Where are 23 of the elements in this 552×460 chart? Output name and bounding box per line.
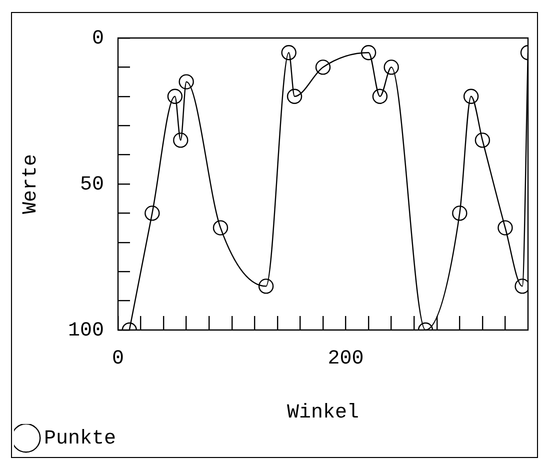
point: [498, 220, 513, 236]
point: [372, 88, 388, 104]
point: [360, 45, 376, 60]
point: [286, 88, 302, 104]
point: [474, 132, 490, 148]
point: [178, 74, 194, 90]
point: [315, 60, 331, 75]
point: [173, 132, 188, 148]
y-tick-label: 0: [92, 27, 104, 50]
point: [212, 220, 228, 236]
point: [384, 60, 399, 75]
point: [281, 45, 296, 60]
x-axis-title: Winkel: [286, 401, 360, 424]
point: [463, 88, 479, 104]
y-axis-title: Werte: [19, 154, 42, 214]
legend-label: Punkte: [44, 427, 116, 450]
point: [144, 206, 160, 221]
x-tick-label: 200: [328, 347, 364, 370]
point: [452, 206, 468, 221]
y-tick-label: 100: [68, 319, 104, 342]
point: [258, 278, 274, 294]
point: [167, 88, 183, 104]
y-tick-label: 50: [80, 173, 104, 196]
